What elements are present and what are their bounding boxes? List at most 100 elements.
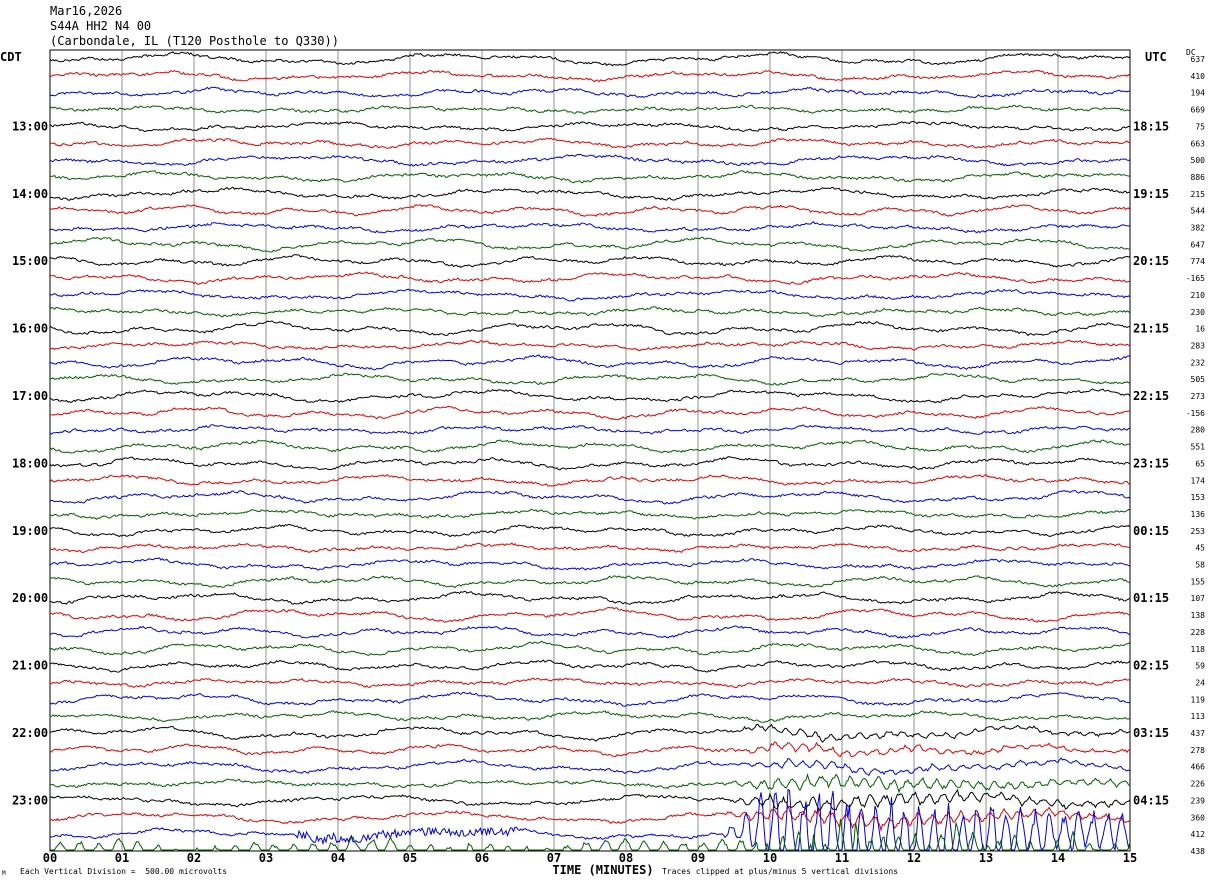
trace-line-30 [49, 542, 1131, 554]
right-hour-label: 22:15 [1133, 389, 1169, 403]
dc-offset-label: 544 [1191, 207, 1206, 216]
x-tick-label: 04 [331, 851, 345, 865]
dc-offset-label: 24 [1195, 678, 1205, 687]
dc-offset-label: 253 [1191, 527, 1206, 536]
trace-line-43 [49, 757, 1131, 777]
right-hour-label: 03:15 [1133, 726, 1169, 740]
seismic-traces [49, 51, 1131, 851]
trace-line-8 [49, 170, 1131, 184]
right-timezone-label: UTC [1145, 50, 1167, 64]
trace-line-21 [49, 388, 1131, 404]
right-hour-label: 23:15 [1133, 456, 1169, 470]
right-hour-label: 04:15 [1133, 793, 1169, 807]
x-tick-label: 12 [907, 851, 921, 865]
right-hour-label: 19:15 [1133, 187, 1169, 201]
dc-offset-label: 886 [1191, 173, 1206, 182]
trace-line-48 [50, 818, 1131, 851]
dc-offset-label: -165 [1186, 274, 1205, 283]
trace-line-33 [49, 590, 1131, 605]
trace-line-12 [49, 236, 1131, 253]
trace-line-37 [49, 659, 1131, 673]
right-hour-label: 21:15 [1133, 322, 1169, 336]
dc-offset-label: 505 [1191, 375, 1206, 384]
x-tick-label: 11 [835, 851, 849, 865]
minute-grid [49, 49, 1131, 852]
x-tick-label: 02 [187, 851, 201, 865]
trace-line-42 [49, 741, 1131, 758]
trace-line-17 [49, 320, 1131, 337]
dc-offset-label: 230 [1191, 308, 1206, 317]
left-hour-label: 21:00 [12, 659, 48, 673]
station-id: S44A HH2 N4 00 [50, 19, 152, 33]
x-tick-label: 01 [115, 851, 129, 865]
dc-header-label: DC [1186, 48, 1196, 57]
trace-line-40 [49, 710, 1131, 723]
left-timezone-label: CDT [0, 50, 22, 64]
plot-date: Mar16,2026 [50, 4, 123, 18]
dc-offset-label: 663 [1191, 139, 1206, 148]
left-hour-label: 20:00 [12, 591, 48, 605]
trace-line-15 [49, 288, 1131, 302]
trace-line-14 [49, 271, 1131, 285]
clip-note: Traces clipped at plus/minus 5 vertical … [662, 867, 899, 876]
right-hour-labels: 18:15 19:15 20:15 21:15 22:15 23:15 00:15 01:15… [1133, 119, 1169, 807]
left-hour-label: 15:00 [12, 254, 48, 268]
dc-offset-label: 774 [1191, 257, 1206, 266]
x-tick-label: 09 [691, 851, 705, 865]
dc-offset-label: 410 [1191, 72, 1206, 81]
trace-line-9 [49, 186, 1131, 201]
left-hour-label: 16:00 [12, 322, 48, 336]
dc-offset-label: 65 [1195, 459, 1205, 468]
left-hour-labels: 13:00 14:00 15:00 16:00 17:00 18:00 19:00 20:00… [12, 119, 48, 807]
dc-offset-label: 438 [1191, 847, 1206, 856]
x-tick-label: 14 [1051, 851, 1065, 865]
dc-offset-label: 226 [1191, 780, 1206, 789]
dc-offset-label: 360 [1191, 813, 1206, 822]
trace-line-4 [49, 104, 1131, 115]
trace-line-16 [49, 306, 1131, 318]
trace-line-46 [49, 804, 1131, 833]
right-hour-label: 18:15 [1133, 119, 1169, 133]
right-hour-label: 01:15 [1133, 591, 1169, 605]
trace-line-31 [49, 557, 1131, 571]
x-tick-label: 13 [979, 851, 993, 865]
dc-offset-label: 215 [1191, 190, 1206, 199]
dc-offset-label: 273 [1191, 392, 1206, 401]
dc-offset-label: 232 [1191, 358, 1206, 367]
plot-frame [49, 49, 1131, 852]
left-hour-label: 17:00 [12, 389, 48, 403]
dc-offset-label: 412 [1191, 830, 1206, 839]
trace-line-20 [49, 372, 1131, 386]
trace-line-18 [49, 339, 1131, 352]
dc-offset-labels: 637 410 194 669 75 663 500 886 215 544 382 647 774 -1… [1186, 55, 1205, 856]
left-hour-label: 23:00 [12, 793, 48, 807]
trace-line-29 [49, 523, 1131, 538]
x-tick-label: 03 [259, 851, 273, 865]
trace-line-45 [49, 788, 1131, 812]
dc-offset-label: 75 [1195, 122, 1205, 131]
dc-offset-label: 669 [1191, 106, 1206, 115]
trace-line-34 [49, 606, 1131, 624]
dc-offset-label: 437 [1191, 729, 1206, 738]
right-hour-label: 00:15 [1133, 524, 1169, 538]
station-location: (Carbondale, IL (T120 Posthole to Q330)) [50, 34, 339, 48]
x-tick-label: 07 [547, 851, 561, 865]
dc-offset-label: 210 [1191, 291, 1206, 300]
x-tick-label: 15 [1123, 851, 1137, 865]
trace-line-44 [49, 773, 1131, 794]
dc-offset-label: 107 [1191, 594, 1206, 603]
trace-line-27 [49, 489, 1131, 505]
dc-offset-label: 466 [1191, 763, 1206, 772]
dc-offset-label: 119 [1191, 695, 1206, 704]
dc-offset-label: 16 [1195, 325, 1205, 334]
dc-offset-label: 278 [1191, 746, 1206, 755]
dc-offset-label: 136 [1191, 510, 1206, 519]
dc-offset-label: 174 [1191, 476, 1206, 485]
trace-line-11 [49, 221, 1131, 234]
left-hour-label: 19:00 [12, 524, 48, 538]
dc-offset-label: 228 [1191, 628, 1206, 637]
trace-line-1 [49, 51, 1131, 67]
trace-line-23 [49, 424, 1131, 435]
scale-note: Each Vertical Division = 500.00 microvol… [20, 867, 228, 876]
left-hour-label: 18:00 [12, 456, 48, 470]
